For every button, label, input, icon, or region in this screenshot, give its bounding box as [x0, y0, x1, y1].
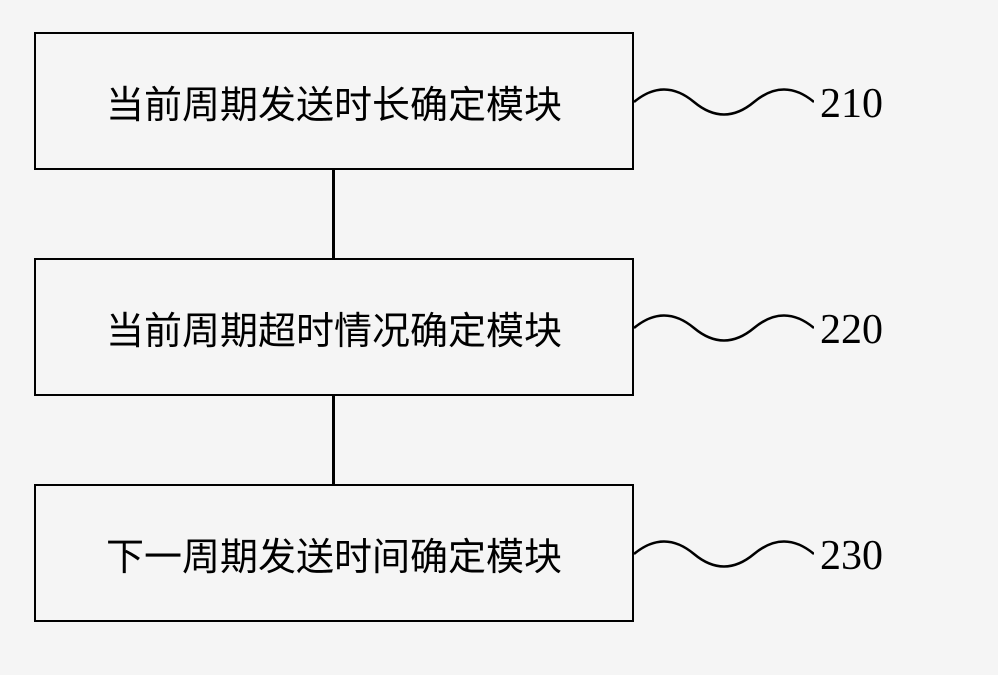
wavy-connector-2 — [634, 308, 814, 348]
wavy-connector-1 — [634, 82, 814, 122]
box-3-text: 下一周期发送时间确定模块 — [106, 526, 562, 581]
label-230: 230 — [820, 532, 883, 580]
label-220: 220 — [820, 306, 883, 354]
label-210: 210 — [820, 80, 883, 128]
connector-2-3 — [332, 396, 335, 484]
connector-1-2 — [332, 170, 335, 258]
diagram-container: 当前周期发送时长确定模块 当前周期超时情况确定模块 下一周期发送时间确定模块 2… — [0, 0, 998, 675]
wavy-connector-3 — [634, 534, 814, 574]
box-module-3: 下一周期发送时间确定模块 — [34, 484, 634, 622]
box-2-text: 当前周期超时情况确定模块 — [106, 300, 562, 355]
box-1-text: 当前周期发送时长确定模块 — [106, 74, 562, 129]
box-module-1: 当前周期发送时长确定模块 — [34, 32, 634, 170]
box-module-2: 当前周期超时情况确定模块 — [34, 258, 634, 396]
